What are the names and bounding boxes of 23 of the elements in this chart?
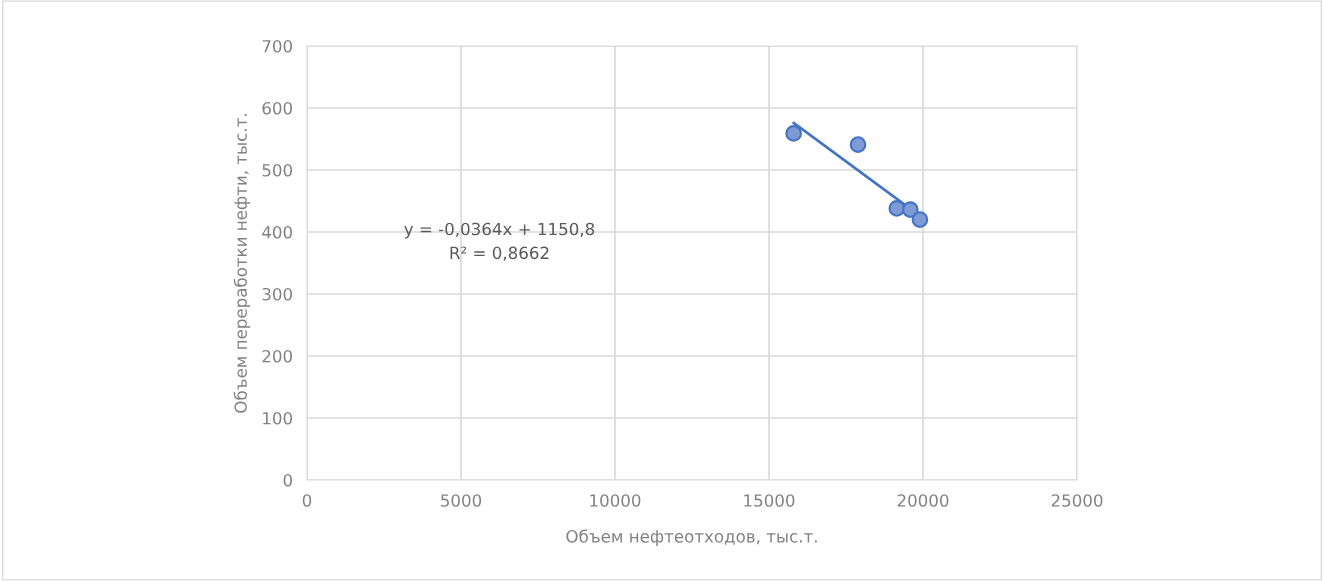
y-tick-label: 200 xyxy=(262,349,292,363)
point xyxy=(785,125,802,142)
annotation: y = -0,0364x + 1150,8 xyxy=(404,222,595,239)
x-tick-label: 15000 xyxy=(744,494,795,507)
x-axis-title: Объем нефтеотходов, тыс.т. xyxy=(566,529,817,546)
y-tick-label: 600 xyxy=(262,101,292,115)
annotation: R² = 0,8662 xyxy=(450,246,549,261)
point xyxy=(902,201,919,218)
y-tick-label: 300 xyxy=(262,287,292,301)
y-axis-title: Объем переработки нефти, тыс.т. xyxy=(233,114,251,413)
x-tick-label: 20000 xyxy=(897,494,949,507)
y-tick-label: 700 xyxy=(262,39,292,53)
point xyxy=(888,200,906,217)
x-tick-label: 0 xyxy=(302,494,312,507)
y-tick-label: 500 xyxy=(262,163,292,177)
x-tick-label: 25000 xyxy=(1051,494,1103,507)
point xyxy=(849,136,867,153)
point xyxy=(911,211,929,228)
x-tick-label: 5000 xyxy=(441,494,482,507)
y-tick-label: 400 xyxy=(262,225,292,239)
x-tick-label: 10000 xyxy=(590,494,641,507)
y-tick-label: 100 xyxy=(263,411,292,425)
y-tick-label: 0 xyxy=(283,473,292,487)
